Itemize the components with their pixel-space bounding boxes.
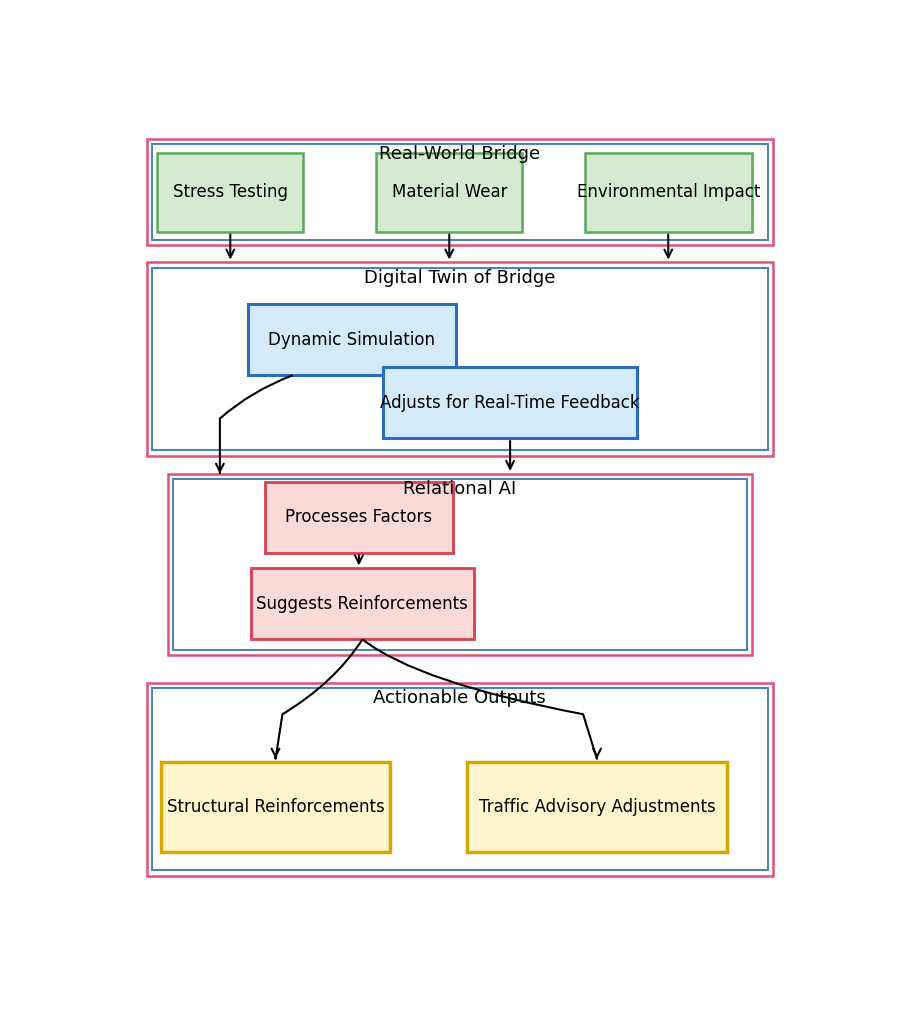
Text: Stress Testing: Stress Testing [173, 183, 288, 202]
Text: Environmental Impact: Environmental Impact [577, 183, 760, 202]
FancyBboxPatch shape [147, 262, 772, 456]
Text: Digital Twin of Bridge: Digital Twin of Bridge [364, 268, 555, 287]
Text: Traffic Advisory Adjustments: Traffic Advisory Adjustments [479, 798, 716, 816]
Text: Material Wear: Material Wear [391, 183, 507, 202]
Text: Adjusts for Real-Time Feedback: Adjusts for Real-Time Feedback [380, 394, 640, 412]
FancyBboxPatch shape [383, 368, 637, 438]
Text: Real-World Bridge: Real-World Bridge [379, 145, 540, 163]
FancyBboxPatch shape [466, 762, 727, 852]
FancyBboxPatch shape [266, 481, 453, 553]
FancyBboxPatch shape [147, 683, 772, 876]
FancyBboxPatch shape [251, 568, 474, 639]
Text: Suggests Reinforcements: Suggests Reinforcements [257, 595, 468, 612]
FancyBboxPatch shape [248, 304, 457, 375]
FancyBboxPatch shape [161, 762, 390, 852]
FancyBboxPatch shape [168, 474, 752, 655]
Text: Actionable Outputs: Actionable Outputs [373, 689, 546, 707]
FancyBboxPatch shape [377, 153, 522, 231]
FancyBboxPatch shape [585, 153, 752, 231]
FancyBboxPatch shape [157, 153, 303, 231]
Text: Relational AI: Relational AI [403, 480, 517, 498]
Text: Structural Reinforcements: Structural Reinforcements [167, 798, 385, 816]
Text: Dynamic Simulation: Dynamic Simulation [268, 331, 435, 349]
Text: Processes Factors: Processes Factors [285, 508, 432, 526]
FancyBboxPatch shape [147, 138, 772, 245]
